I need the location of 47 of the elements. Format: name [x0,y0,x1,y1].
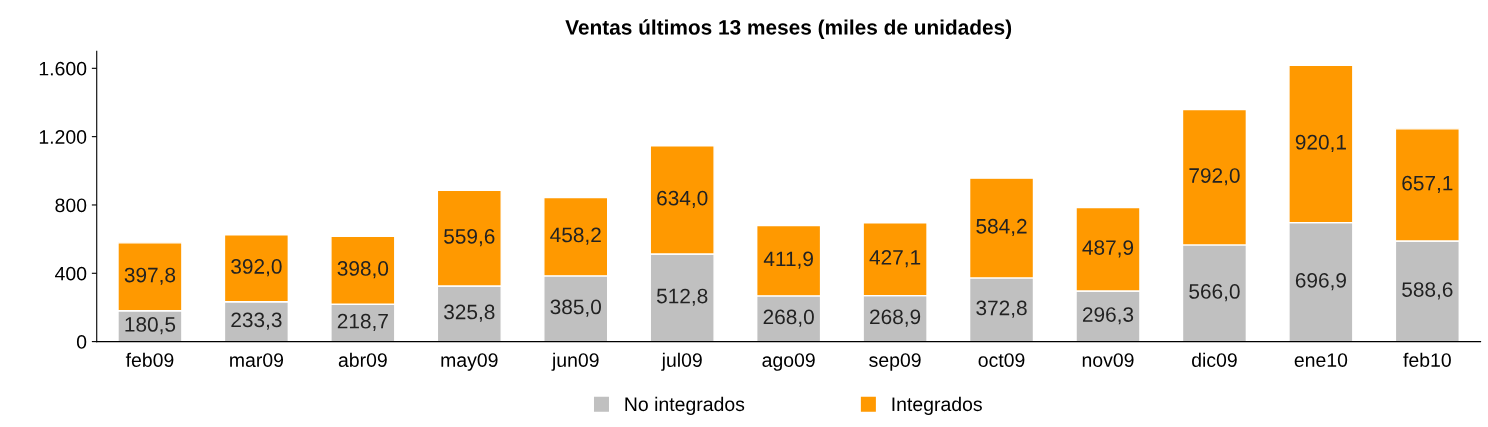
data-label: 458,2 [550,227,601,245]
data-label: 657,1 [1402,175,1453,193]
x-tick-label: oct09 [978,353,1025,367]
data-label: 296,3 [1082,307,1134,325]
legend-label: No integrados [625,396,745,415]
x-tick-label: sep09 [869,353,921,371]
y-tick-label: 400 [55,266,87,281]
data-label: 487,9 [1082,240,1134,258]
data-label: 398,0 [337,261,389,279]
data-label: 584,2 [976,218,1027,237]
legend-label: Integrados [892,396,982,415]
x-tick-label: jul09 [661,352,702,371]
data-label: 218,7 [337,313,388,331]
data-label: 792,0 [1189,168,1240,186]
x-tick-label: nov09 [1082,353,1134,367]
x-tick-label: abr09 [338,352,387,367]
x-tick-label: dic09 [1192,352,1237,367]
data-label: 696,9 [1295,272,1346,291]
data-label: 427,1 [869,250,921,268]
y-tick-label: 1.600 [39,61,87,76]
data-label: 397,8 [124,267,176,285]
x-tick-label: may09 [441,353,498,371]
data-label: 588,6 [1402,282,1453,300]
data-label: 325,8 [444,304,495,322]
data-label: 566,0 [1189,284,1240,302]
chart-title: Ventas últimos 13 meses (miles de unidades) [565,19,1012,39]
data-label: 268,9 [870,309,921,327]
x-tick-label: ene10 [1294,353,1348,367]
y-tick-label: 800 [55,198,87,213]
data-label: 180,5 [125,317,176,335]
data-label: 372,8 [976,300,1027,318]
data-label: 634,0 [657,190,708,208]
data-label: 512,8 [656,288,708,306]
data-label: 385,0 [550,299,601,317]
x-tick-label: mar09 [230,353,284,367]
x-tick-label: ago09 [762,353,815,371]
data-label: 392,0 [231,259,282,277]
x-tick-label: jun09 [551,352,599,371]
data-label: 268,0 [763,309,814,327]
data-label: 233,3 [231,312,282,330]
x-tick-label: feb10 [1403,352,1451,367]
data-label: 411,9 [763,251,813,269]
x-tick-label: feb09 [125,352,174,367]
data-label: 920,1 [1295,134,1346,153]
data-label: 559,6 [444,229,495,247]
y-tick-label: 1.200 [39,130,87,144]
y-tick-label: 0 [76,335,87,349]
